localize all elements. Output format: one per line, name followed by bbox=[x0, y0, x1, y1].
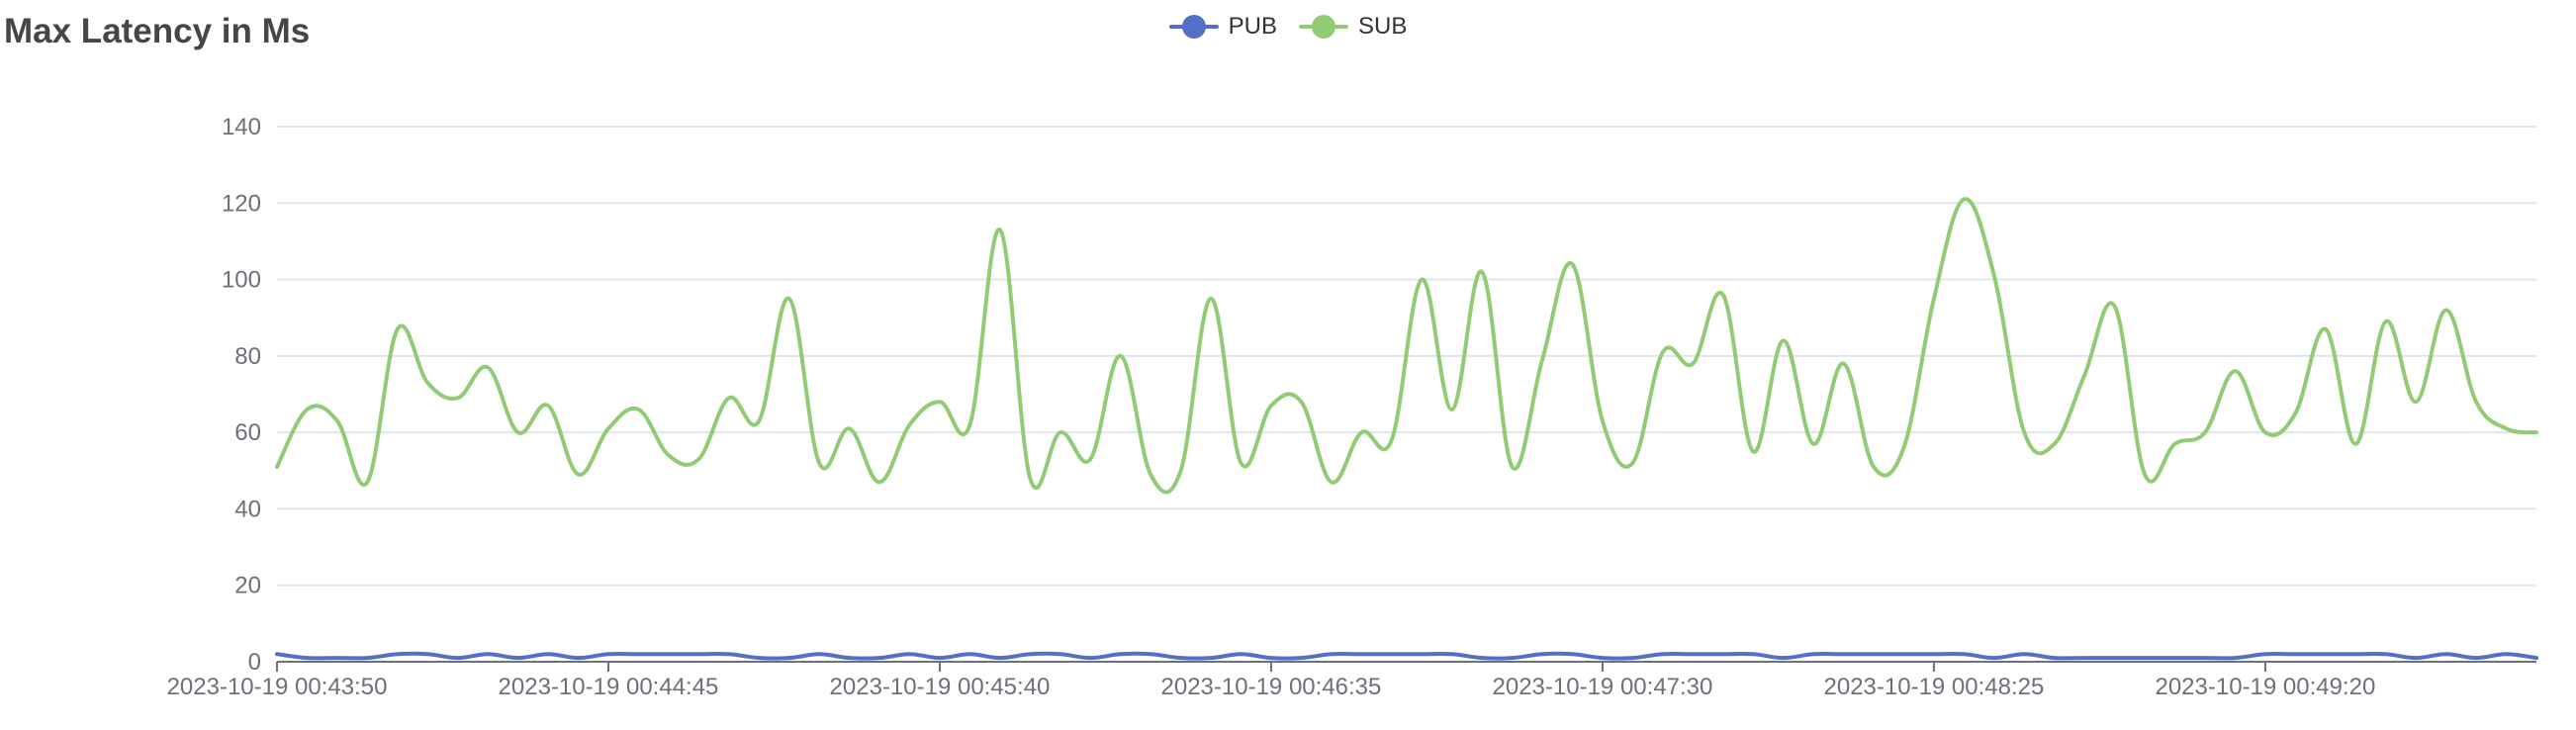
y-tick-label-120: 120 bbox=[222, 190, 261, 217]
legend-dot-sub bbox=[1312, 15, 1335, 39]
legend-item-sub[interactable]: SUB bbox=[1299, 12, 1407, 42]
y-tick-label-80: 80 bbox=[234, 343, 261, 370]
x-tick-label-6: 2023-10-19 00:49:20 bbox=[2155, 674, 2375, 700]
legend-label-pub: PUB bbox=[1228, 13, 1277, 40]
grid-layer bbox=[277, 126, 2536, 587]
x-tick-label-1: 2023-10-19 00:44:45 bbox=[499, 674, 719, 700]
x-tick-label-3: 2023-10-19 00:46:35 bbox=[1161, 674, 1382, 700]
legend-label-sub: SUB bbox=[1358, 13, 1408, 40]
legend-dot-pub bbox=[1181, 15, 1206, 39]
y-tick-label-20: 20 bbox=[234, 573, 261, 599]
chart-title: Max Latency in Ms bbox=[4, 12, 311, 50]
y-tick-label-100: 100 bbox=[222, 267, 261, 294]
x-tick-label-2: 2023-10-19 00:45:40 bbox=[830, 674, 1051, 700]
legend-swatch-pub bbox=[1168, 12, 1219, 42]
series-layer bbox=[275, 197, 2538, 661]
legend-item-pub[interactable]: PUB bbox=[1168, 12, 1277, 42]
x-tick-label-0: 2023-10-19 00:43:50 bbox=[167, 674, 388, 700]
y-tick-label-40: 40 bbox=[234, 496, 261, 522]
legend: PUB SUB bbox=[0, 12, 2576, 42]
x-tick-label-4: 2023-10-19 00:47:30 bbox=[1493, 674, 1713, 700]
legend-swatch-sub bbox=[1299, 12, 1348, 42]
x-tick-label-5: 2023-10-19 00:48:25 bbox=[1824, 674, 2045, 700]
series-line-pub bbox=[275, 651, 2538, 661]
y-tick-label-140: 140 bbox=[222, 114, 261, 140]
y-tick-label-60: 60 bbox=[234, 419, 261, 446]
series-line-sub bbox=[275, 197, 2538, 495]
axis-layer: 0 20 40 60 80 100 120 140 2023-10-19 00:43:50 202… bbox=[167, 114, 2536, 700]
y-tick-label-0: 0 bbox=[248, 649, 261, 676]
